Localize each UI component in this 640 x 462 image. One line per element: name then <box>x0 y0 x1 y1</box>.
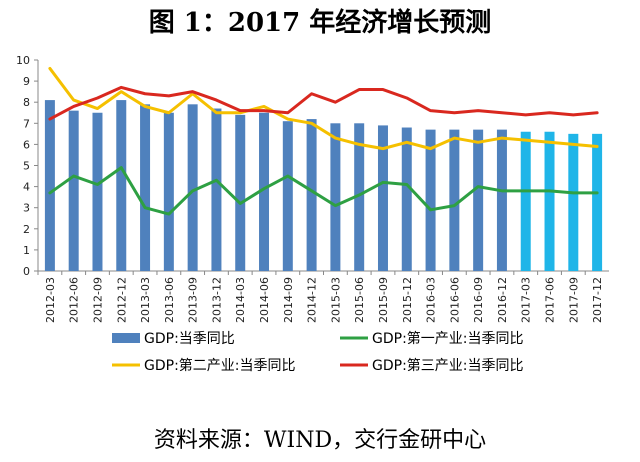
bar <box>425 129 436 271</box>
bar <box>44 100 55 271</box>
bar <box>377 125 388 271</box>
bar <box>68 110 79 271</box>
y-tick-label: 2 <box>23 223 30 236</box>
legend-label: GDP:第二产业:当季同比 <box>144 357 296 374</box>
bar <box>330 123 341 271</box>
bar <box>520 131 531 271</box>
x-tick-label: 2017-03 <box>520 277 533 323</box>
bar <box>163 112 174 271</box>
x-tick-label: 2012-09 <box>91 277 104 323</box>
x-tick-label: 2015-09 <box>377 277 390 323</box>
bar <box>140 104 151 271</box>
bar <box>211 108 222 271</box>
x-tick-label: 2014-06 <box>258 277 271 323</box>
x-tick-label: 2016-09 <box>472 277 485 323</box>
y-tick-label: 0 <box>23 265 30 278</box>
bar <box>259 112 270 271</box>
y-tick-label: 10 <box>16 54 30 67</box>
x-tick-label: 2012-03 <box>44 277 57 323</box>
legend: GDP:当季同比 GDP:第一产业:当季同比 GDP:第二产业:当季同比 GDP:第三… <box>112 330 524 374</box>
y-tick-label: 4 <box>23 181 30 194</box>
legend-swatch <box>112 333 140 343</box>
x-tick-label: 2017-12 <box>591 277 604 323</box>
x-tick-label: 2012-12 <box>115 277 128 323</box>
bar <box>544 131 555 271</box>
chart-title: 图 1：2017 年经济增长预测 <box>148 8 492 38</box>
x-tick-label: 2015-03 <box>329 277 342 323</box>
source-note: 资料来源：WIND，交行金研中心 <box>153 428 487 453</box>
axes: 0 1 2 3 4 5 6 7 8 9 10 2012-03 2012-06 2012-09 2012-12… <box>16 54 609 323</box>
x-tick-label: 2015-12 <box>401 277 414 323</box>
x-tick-label: 2012-06 <box>68 277 81 323</box>
x-tick-label: 2014-09 <box>282 277 295 323</box>
x-tick-label: 2016-03 <box>425 277 438 323</box>
x-tick-label: 2014-12 <box>306 277 319 323</box>
x-tick-label: 2016-12 <box>496 277 509 323</box>
series-line <box>48 85 599 121</box>
bar <box>92 112 103 271</box>
bar <box>592 133 603 271</box>
bar <box>306 119 317 271</box>
x-tick-label: 2013-12 <box>210 277 223 323</box>
x-tick-label: 2013-03 <box>139 277 152 323</box>
bar <box>496 129 507 271</box>
sector-lines <box>48 66 599 216</box>
y-tick-label: 6 <box>23 138 30 151</box>
series-line <box>48 66 599 151</box>
x-tick-label: 2013-09 <box>187 277 200 323</box>
y-tick-label: 1 <box>23 244 30 257</box>
x-tick-label: 2017-09 <box>567 277 580 323</box>
bar <box>354 123 365 271</box>
x-tick-label: 2016-06 <box>448 277 461 323</box>
y-tick-label: 8 <box>23 96 30 109</box>
bar <box>401 127 412 272</box>
bar <box>282 121 293 271</box>
bar <box>235 114 246 271</box>
y-tick-label: 3 <box>23 202 30 215</box>
legend-label: GDP:当季同比 <box>144 331 235 347</box>
bar <box>187 104 198 271</box>
series-line <box>48 166 599 216</box>
x-tick-label: 2013-06 <box>163 277 176 323</box>
bar <box>473 129 484 271</box>
bar <box>449 129 460 271</box>
x-tick-label: 2015-06 <box>353 277 366 323</box>
y-tick-label: 5 <box>23 160 30 173</box>
bar <box>568 133 579 271</box>
legend-label: GDP:第三产业:当季同比 <box>372 357 524 374</box>
y-tick-label: 7 <box>23 117 30 130</box>
x-tick-label: 2014-03 <box>234 277 247 323</box>
bar <box>116 100 127 271</box>
gdp-bars <box>44 100 603 272</box>
x-tick-label: 2017-06 <box>544 277 557 323</box>
legend-label: GDP:第一产业:当季同比 <box>372 330 524 347</box>
y-tick-label: 9 <box>23 75 30 88</box>
